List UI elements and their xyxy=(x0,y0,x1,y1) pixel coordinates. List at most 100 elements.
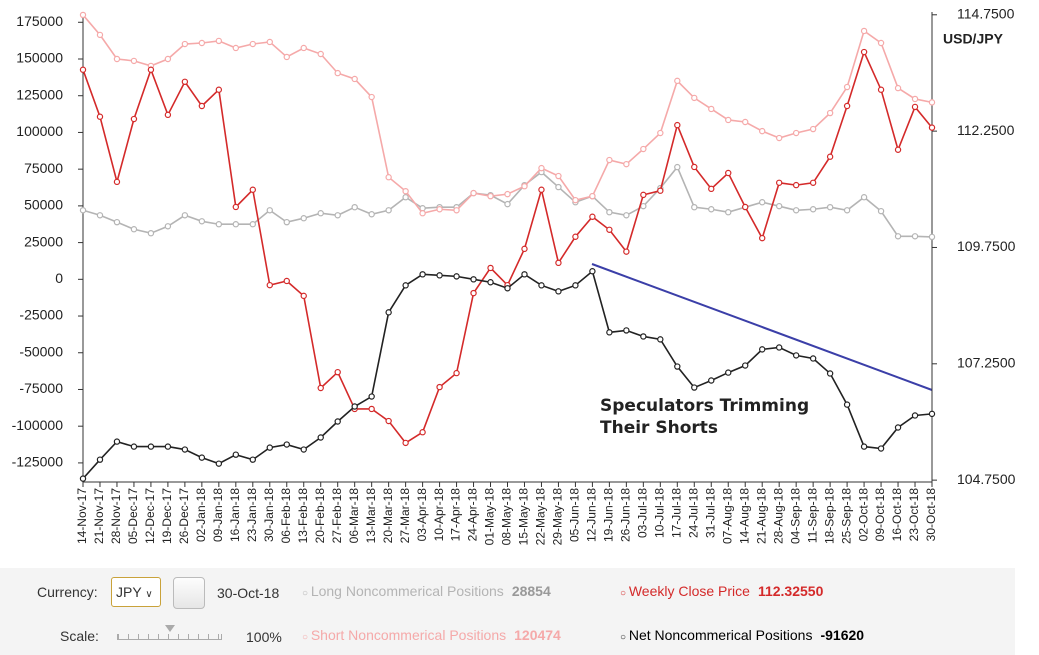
point-marker xyxy=(572,233,579,240)
point-marker xyxy=(198,454,206,461)
point-marker xyxy=(334,69,341,77)
control-panel xyxy=(0,568,1015,655)
point-marker xyxy=(538,186,545,193)
point-marker xyxy=(826,109,834,117)
point-marker xyxy=(453,273,460,280)
point-marker xyxy=(674,363,681,370)
y2-tick-label: 112.2500 xyxy=(957,122,1015,138)
x-tick-label: 11-Sep-18 xyxy=(805,488,819,543)
point-marker xyxy=(96,212,104,219)
y-tick-label: -25000 xyxy=(19,307,63,323)
point-marker xyxy=(487,279,494,286)
slider-thumb[interactable] xyxy=(165,625,175,632)
point-marker xyxy=(555,183,562,191)
point-marker xyxy=(606,329,613,336)
x-tick-label: 14-Aug-18 xyxy=(737,488,751,544)
point-marker xyxy=(759,346,766,353)
x-tick-label: 22-May-18 xyxy=(534,488,548,546)
point-marker xyxy=(419,271,426,278)
x-tick-label: 30-Jan-18 xyxy=(262,488,276,542)
point-marker xyxy=(877,39,885,47)
y-tick-label: 75000 xyxy=(24,160,63,176)
point-marker xyxy=(877,86,885,93)
point-marker xyxy=(436,272,443,279)
x-tick-label: 25-Sep-18 xyxy=(839,488,853,544)
x-tick-label: 29-May-18 xyxy=(551,488,565,546)
point-marker xyxy=(792,207,800,214)
legend-item[interactable]: ○ Weekly Close Price 112.32550 xyxy=(620,583,823,599)
legend-symbol: ○ xyxy=(302,632,311,643)
x-tick-label: 27-Mar-18 xyxy=(398,488,412,544)
point-marker xyxy=(623,212,630,219)
point-marker xyxy=(775,179,783,186)
point-marker xyxy=(113,438,121,445)
point-marker xyxy=(843,102,851,110)
legend-value: 112.32550 xyxy=(757,583,824,599)
point-marker xyxy=(877,207,885,215)
point-marker xyxy=(843,401,851,408)
dropdown-arrow: ∨ xyxy=(145,589,153,600)
point-marker xyxy=(843,207,851,214)
point-marker xyxy=(725,169,732,177)
x-tick-label: 01-May-18 xyxy=(483,488,497,546)
x-tick-label: 30-Oct-18 xyxy=(924,488,938,542)
scale-slider[interactable] xyxy=(117,634,222,640)
x-tick-label: 17-Jul-18 xyxy=(669,488,683,538)
x-tick-label: 27-Feb-18 xyxy=(330,488,344,544)
point-marker xyxy=(368,405,375,413)
point-marker xyxy=(521,271,528,278)
point-marker xyxy=(249,186,256,193)
x-tick-label: 02-Jan-18 xyxy=(194,488,208,542)
legend-item[interactable]: ○ Short Noncommerical Positions 120474 xyxy=(302,627,561,643)
point-marker xyxy=(113,178,121,186)
point-marker xyxy=(657,336,664,343)
point-marker xyxy=(691,94,698,102)
x-tick-label: 05-Jun-18 xyxy=(568,488,582,542)
point-marker xyxy=(164,111,172,119)
x-tick-label: 09-Jan-18 xyxy=(211,488,225,542)
point-marker xyxy=(538,282,545,289)
x-tick-label: 31-Jul-18 xyxy=(703,488,717,538)
point-marker xyxy=(96,31,104,39)
point-marker xyxy=(317,434,324,441)
point-marker xyxy=(283,441,290,448)
point-marker xyxy=(504,200,511,208)
point-marker xyxy=(742,203,749,211)
point-marker xyxy=(640,191,647,199)
point-marker xyxy=(759,199,766,206)
x-tick-label: 23-Jan-18 xyxy=(245,488,259,542)
point-marker xyxy=(911,412,919,419)
currency-select[interactable]: JPY ∨ xyxy=(111,577,161,607)
x-tick-label: 24-Apr-18 xyxy=(466,488,480,542)
legend-item[interactable]: ○ Long Noncommerical Positions 28854 xyxy=(302,583,551,599)
point-marker xyxy=(436,383,443,391)
date-button[interactable] xyxy=(173,577,205,609)
point-marker xyxy=(385,417,392,425)
point-marker xyxy=(402,439,409,447)
point-marker xyxy=(640,145,647,153)
point-marker xyxy=(674,77,681,85)
point-marker xyxy=(385,309,392,316)
x-tick-label: 10-Apr-18 xyxy=(432,488,446,542)
y2-tick-label: 114.7500 xyxy=(957,5,1015,21)
point-marker xyxy=(894,424,902,431)
annotation: Their Shorts xyxy=(600,418,718,438)
point-marker xyxy=(809,179,817,186)
point-marker xyxy=(521,182,528,190)
y-tick-label: -125000 xyxy=(12,454,64,470)
point-marker xyxy=(572,196,579,204)
point-marker xyxy=(928,233,936,241)
point-marker xyxy=(623,248,630,255)
point-marker xyxy=(402,194,409,201)
legend-value: -91620 xyxy=(820,627,865,643)
legend-symbol: ○ xyxy=(620,588,629,599)
point-marker xyxy=(232,221,240,228)
point-marker xyxy=(860,194,868,201)
legend-item[interactable]: ○ Net Noncommerical Positions -91620 xyxy=(620,627,864,643)
point-marker xyxy=(283,53,290,61)
point-marker xyxy=(657,129,664,137)
point-marker xyxy=(96,113,104,120)
point-marker xyxy=(130,57,138,65)
point-marker xyxy=(198,102,206,110)
point-marker xyxy=(657,187,664,194)
